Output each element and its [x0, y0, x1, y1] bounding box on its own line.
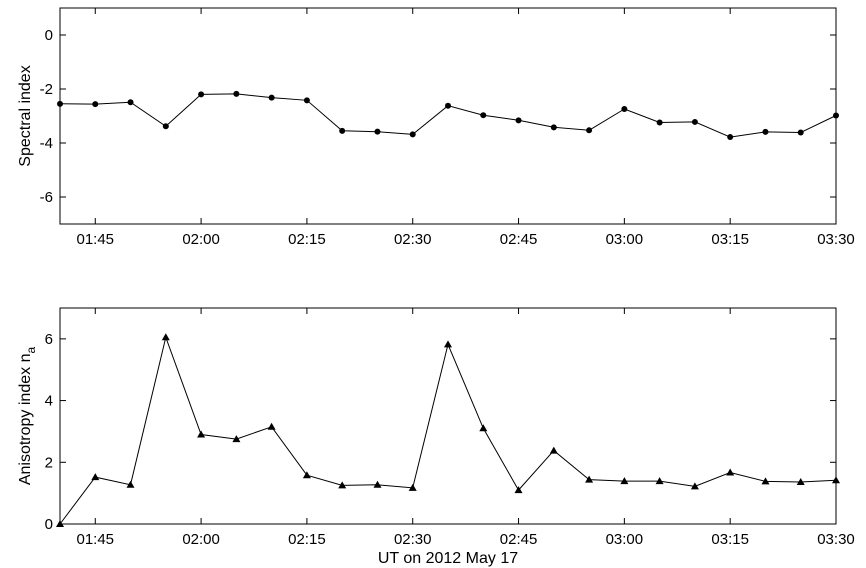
anisotropy-index-series [56, 333, 840, 527]
data-point [232, 435, 241, 443]
data-point [833, 112, 839, 119]
data-point [515, 117, 522, 124]
data-point [655, 477, 664, 485]
data-point [727, 134, 734, 141]
x-tick-label: 02:30 [394, 531, 432, 548]
data-point [56, 520, 64, 527]
data-point [303, 97, 310, 104]
data-point [409, 131, 416, 138]
y-tick-label: 4 [45, 393, 53, 410]
data-point [797, 129, 804, 136]
data-point [832, 476, 840, 484]
y-axis-label-main: Anisotropy index n [17, 354, 34, 486]
data-point [549, 446, 558, 454]
x-tick-label: 02:15 [288, 231, 326, 248]
data-point [233, 90, 240, 97]
data-point [762, 128, 769, 135]
y-tick-label: 0 [45, 27, 53, 44]
spectral-index-series [57, 90, 839, 141]
series-line [59, 93, 837, 138]
y-tick-label: -2 [40, 81, 53, 98]
y-axis-label: Anisotropy index na [17, 347, 38, 486]
x-tick-label: 02:30 [394, 231, 432, 248]
data-point [445, 102, 451, 109]
data-point [726, 468, 735, 476]
data-point [302, 471, 311, 479]
y-axis-label: Spectral index [17, 65, 34, 166]
series-line [59, 335, 837, 525]
y-tick-label: 6 [45, 331, 53, 348]
y-tick-label: 0 [45, 516, 53, 533]
data-point [656, 119, 663, 126]
spectral-index-panel: Spectral index 01:45 02:00 02:15 02:30 02:45… [17, 7, 855, 248]
data-point [690, 482, 699, 490]
tick-group: 01:45 02:00 02:15 02:30 02:45 03:00 03:15 03:30… [45, 308, 855, 548]
data-point [374, 128, 381, 135]
x-tick-label: 01:45 [76, 531, 114, 548]
y-axis-label-subscript: a [24, 347, 38, 354]
data-point [620, 477, 629, 485]
data-point [586, 127, 593, 134]
plot-frame [59, 7, 837, 225]
x-tick-label: 03:15 [711, 531, 749, 548]
x-tick-label: 03:00 [606, 531, 644, 548]
data-point [796, 478, 805, 485]
data-point [57, 100, 63, 107]
x-tick-label: 03:15 [711, 231, 749, 248]
x-tick-label: 02:45 [500, 531, 538, 548]
data-point [408, 483, 417, 491]
data-point [585, 475, 594, 483]
y-tick-label: -6 [40, 189, 53, 206]
data-point [480, 112, 487, 119]
data-point [162, 123, 169, 130]
anisotropy-index-panel: Anisotropy index na UT on 2012 May 17 01… [17, 307, 855, 567]
data-point [91, 473, 100, 481]
x-tick-label: 03:30 [817, 531, 855, 548]
plot-frame [59, 307, 837, 525]
x-tick-label: 03:30 [817, 231, 855, 248]
data-point [761, 477, 770, 485]
tick-group: 01:45 02:00 02:15 02:30 02:45 03:00 03:15 03:30… [40, 8, 855, 248]
data-point [338, 481, 347, 489]
data-point [373, 480, 382, 488]
data-point [198, 91, 205, 98]
x-tick-label: 02:00 [182, 531, 220, 548]
data-point [92, 101, 99, 108]
data-point [126, 480, 135, 488]
x-tick-label: 02:00 [182, 231, 220, 248]
data-point [691, 118, 698, 125]
x-tick-label: 02:45 [500, 231, 538, 248]
data-point [267, 422, 276, 430]
y-tick-label: 2 [45, 454, 53, 471]
data-point [127, 99, 134, 106]
x-tick-label: 02:15 [288, 531, 326, 548]
x-tick-label: 03:00 [606, 231, 644, 248]
data-point [161, 333, 170, 341]
data-point [268, 94, 275, 101]
x-tick-label: 01:45 [76, 231, 114, 248]
data-point [197, 430, 206, 438]
data-point [621, 105, 628, 112]
data-point [444, 340, 452, 348]
data-point [339, 127, 346, 134]
data-point [514, 486, 523, 494]
data-point [479, 424, 488, 432]
x-axis-label: UT on 2012 May 17 [378, 550, 518, 567]
data-point [550, 124, 557, 131]
y-tick-label: -4 [40, 135, 53, 152]
